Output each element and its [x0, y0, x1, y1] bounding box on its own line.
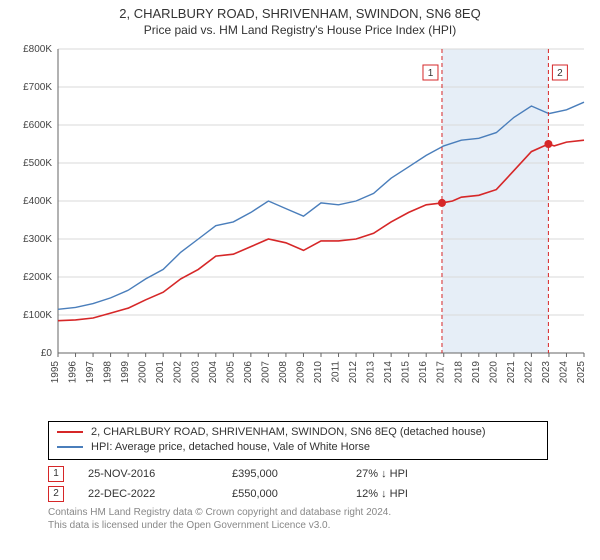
- footer-line: Contains HM Land Registry data © Crown c…: [48, 506, 590, 519]
- marker-pct: 27% ↓ HPI: [356, 468, 476, 480]
- marker-number-box: 1: [48, 466, 64, 482]
- svg-text:1999: 1999: [120, 361, 131, 384]
- legend: 2, CHARLBURY ROAD, SHRIVENHAM, SWINDON, …: [48, 421, 548, 460]
- marker-date: 22-DEC-2022: [88, 488, 208, 500]
- svg-text:2001: 2001: [155, 361, 166, 384]
- svg-text:£300K: £300K: [23, 234, 52, 245]
- svg-text:1997: 1997: [85, 361, 96, 384]
- svg-text:2007: 2007: [260, 361, 271, 384]
- svg-text:2023: 2023: [541, 361, 552, 384]
- svg-text:2009: 2009: [295, 361, 306, 384]
- chart-title: 2, CHARLBURY ROAD, SHRIVENHAM, SWINDON, …: [10, 6, 590, 21]
- svg-text:2005: 2005: [225, 361, 236, 384]
- legend-swatch: [57, 446, 83, 448]
- svg-text:2006: 2006: [243, 361, 254, 384]
- sale-markers-table: 1 25-NOV-2016 £395,000 27% ↓ HPI 2 22-DE…: [48, 466, 590, 502]
- svg-text:2017: 2017: [436, 361, 447, 384]
- legend-item: 2, CHARLBURY ROAD, SHRIVENHAM, SWINDON, …: [57, 425, 539, 440]
- svg-text:2025: 2025: [576, 361, 587, 384]
- marker-date: 25-NOV-2016: [88, 468, 208, 480]
- svg-text:2018: 2018: [453, 361, 464, 384]
- legend-label: 2, CHARLBURY ROAD, SHRIVENHAM, SWINDON, …: [91, 425, 486, 440]
- chart-area: £0 £100K £200K £300K £400K £500K £600K £700K £80…: [10, 43, 590, 413]
- legend-item: HPI: Average price, detached house, Vale…: [57, 440, 539, 455]
- svg-text:2019: 2019: [471, 361, 482, 384]
- marker-price: £395,000: [232, 468, 332, 480]
- svg-text:2024: 2024: [558, 361, 569, 384]
- svg-text:2021: 2021: [506, 361, 517, 384]
- chart-subtitle: Price paid vs. HM Land Registry's House …: [10, 23, 590, 37]
- svg-text:2: 2: [557, 68, 563, 79]
- marker-number-box: 2: [48, 486, 64, 502]
- svg-text:£200K: £200K: [23, 272, 52, 283]
- svg-text:2002: 2002: [173, 361, 184, 384]
- sale-marker-row: 1 25-NOV-2016 £395,000 27% ↓ HPI: [48, 466, 590, 482]
- svg-text:2004: 2004: [208, 361, 219, 384]
- svg-text:2000: 2000: [138, 361, 149, 384]
- svg-text:£400K: £400K: [23, 196, 52, 207]
- svg-text:1998: 1998: [103, 361, 114, 384]
- svg-text:2011: 2011: [331, 361, 342, 383]
- sale-marker-row: 2 22-DEC-2022 £550,000 12% ↓ HPI: [48, 486, 590, 502]
- svg-text:1995: 1995: [50, 361, 61, 384]
- svg-text:2008: 2008: [278, 361, 289, 384]
- marker-price: £550,000: [232, 488, 332, 500]
- svg-text:2012: 2012: [348, 361, 359, 384]
- line-chart: £0 £100K £200K £300K £400K £500K £600K £700K £80…: [10, 43, 590, 413]
- svg-text:£500K: £500K: [23, 158, 52, 169]
- svg-text:2016: 2016: [418, 361, 429, 384]
- svg-text:2020: 2020: [488, 361, 499, 384]
- svg-text:2015: 2015: [401, 361, 412, 384]
- svg-text:1: 1: [428, 68, 434, 79]
- marker-pct: 12% ↓ HPI: [356, 488, 476, 500]
- svg-text:£100K: £100K: [23, 310, 52, 321]
- footer-line: This data is licensed under the Open Gov…: [48, 519, 590, 532]
- svg-text:£600K: £600K: [23, 120, 52, 131]
- svg-text:£700K: £700K: [23, 82, 52, 93]
- svg-text:£800K: £800K: [23, 44, 52, 55]
- svg-text:2003: 2003: [190, 361, 201, 384]
- svg-text:2014: 2014: [383, 361, 394, 384]
- svg-text:2010: 2010: [313, 361, 324, 384]
- svg-text:1996: 1996: [68, 361, 79, 384]
- svg-text:£0: £0: [41, 348, 53, 359]
- legend-swatch: [57, 431, 83, 433]
- legend-label: HPI: Average price, detached house, Vale…: [91, 440, 370, 455]
- footer-attribution: Contains HM Land Registry data © Crown c…: [48, 506, 590, 532]
- svg-text:2022: 2022: [523, 361, 534, 384]
- svg-text:2013: 2013: [366, 361, 377, 384]
